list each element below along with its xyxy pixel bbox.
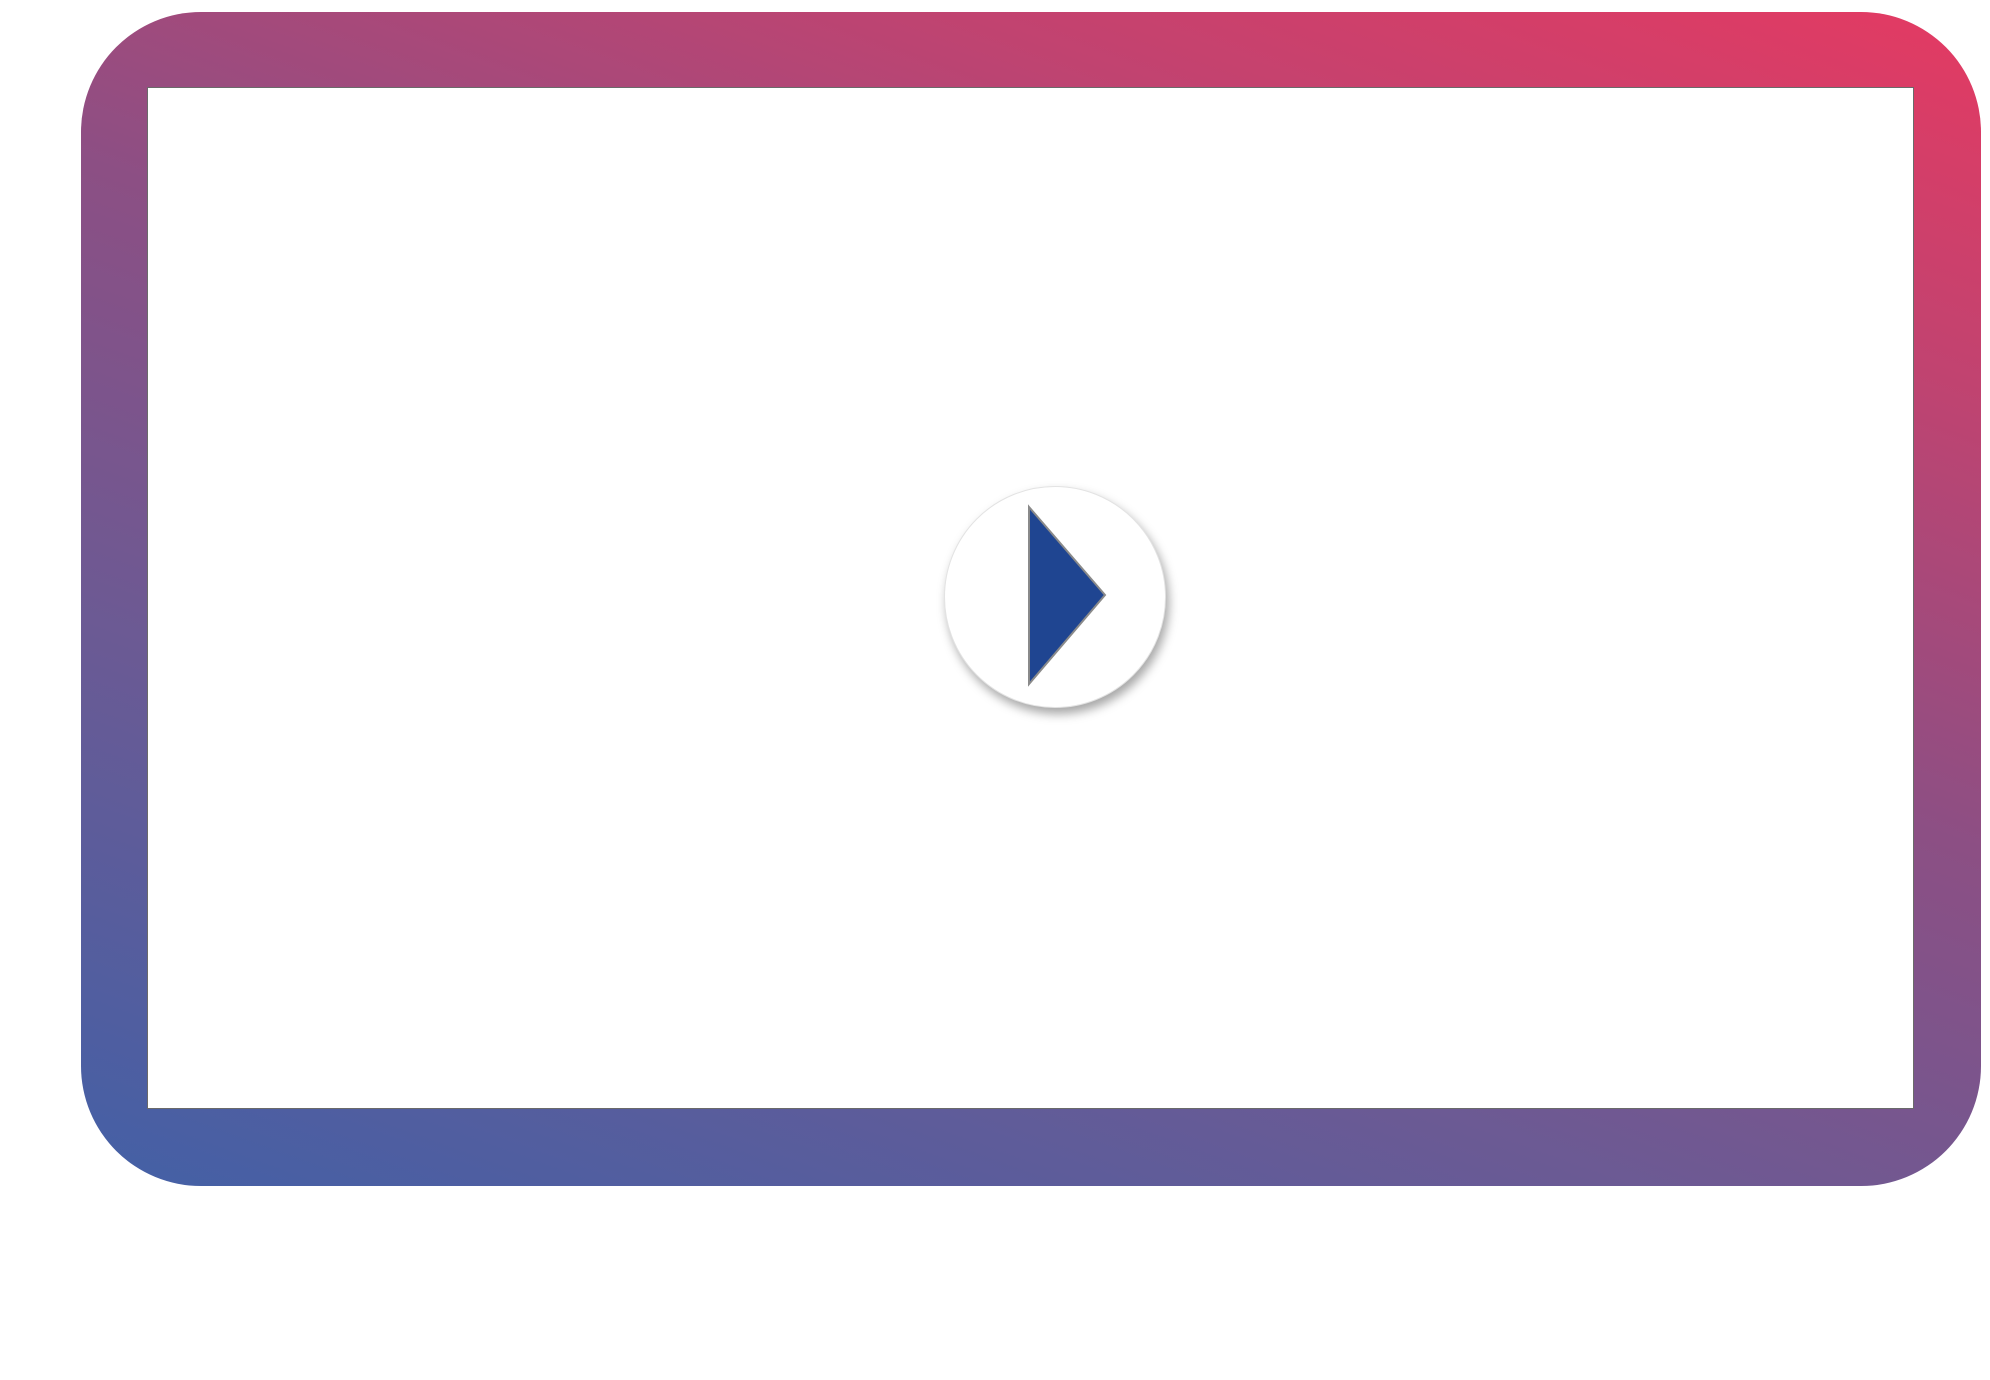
play-button[interactable] [944, 486, 1166, 708]
play-icon [1028, 504, 1107, 687]
